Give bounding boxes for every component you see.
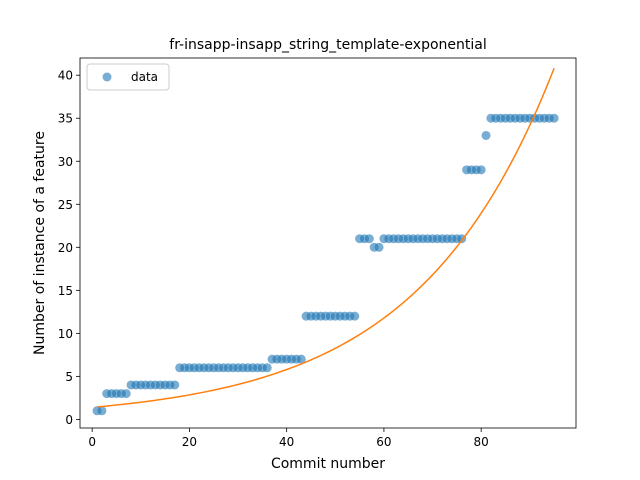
data-point (170, 380, 180, 390)
y-tick-label: 25 (58, 198, 73, 212)
y-axis-ticks: 0 5 10 15 20 25 30 35 40 (58, 69, 80, 427)
y-tick-label: 5 (65, 370, 73, 384)
data-points (92, 113, 559, 416)
y-tick-label: 15 (58, 284, 73, 298)
legend: data (86, 63, 170, 91)
data-point (296, 354, 306, 364)
legend-box (86, 63, 170, 91)
y-axis-title: Number of instance of a feature (32, 131, 48, 355)
x-tick-label: 20 (182, 435, 197, 449)
legend-marker-data (102, 72, 112, 82)
data-point (97, 406, 107, 416)
data-point (121, 389, 131, 399)
x-tick-label: 0 (88, 435, 96, 449)
data-point (476, 165, 486, 175)
data-point (549, 113, 559, 123)
x-axis-title: Commit number (271, 456, 385, 472)
y-tick-label: 30 (58, 155, 73, 169)
data-point (481, 130, 491, 140)
y-tick-label: 0 (65, 413, 73, 427)
y-tick-label: 20 (58, 241, 73, 255)
legend-label-data: data (131, 70, 158, 84)
y-tick-label: 40 (58, 69, 73, 83)
plot-frame (79, 57, 577, 429)
exponential-fit-line (96, 67, 555, 408)
x-tick-label: 40 (279, 435, 294, 449)
x-tick-label: 80 (474, 435, 489, 449)
data-point (364, 234, 374, 244)
data-point (350, 311, 360, 321)
y-tick-label: 10 (58, 327, 73, 341)
x-axis-ticks: 0 20 40 60 80 (88, 428, 489, 449)
data-point (374, 242, 384, 252)
y-tick-label: 35 (58, 112, 73, 126)
data-point (262, 363, 272, 373)
x-tick-label: 60 (376, 435, 391, 449)
chart-title: fr-insapp-insapp_string_template-exponen… (169, 37, 486, 53)
